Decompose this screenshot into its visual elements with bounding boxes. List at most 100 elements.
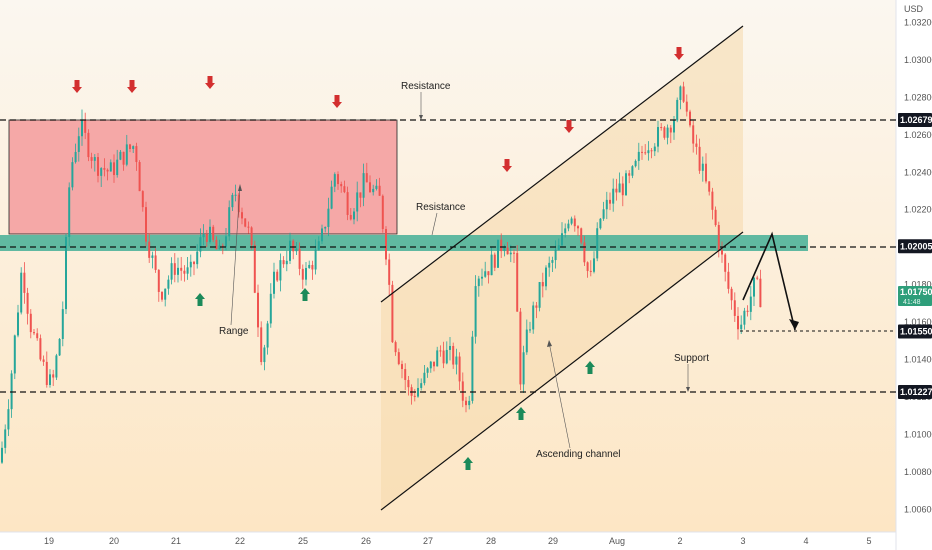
candle-body: [609, 199, 611, 204]
candle-body: [436, 350, 439, 367]
candle-body: [177, 267, 179, 275]
candle-body: [468, 400, 471, 406]
price-tick-label: 1.00600: [904, 504, 932, 514]
projection-arrowhead: [789, 319, 799, 330]
sell-arrow-icon: [502, 159, 512, 172]
candle-body: [541, 282, 544, 287]
candle-body: [503, 247, 506, 252]
candle-body: [634, 160, 637, 167]
annotation-ascending-channel: Ascending channel: [536, 449, 621, 460]
candle-body: [509, 252, 512, 255]
candle-body: [10, 373, 13, 410]
candle-body: [113, 162, 115, 176]
candle-body: [625, 173, 627, 196]
candle-body: [263, 347, 266, 363]
candle-body: [301, 268, 304, 280]
candle-body: [449, 345, 451, 350]
candle-body: [727, 271, 730, 289]
candle-body: [180, 267, 183, 271]
candle-body: [333, 174, 336, 187]
candle-body: [420, 383, 423, 388]
candle-body: [327, 208, 330, 227]
resistance-pointer-top-head: [419, 115, 423, 120]
candle-body: [452, 345, 455, 365]
candle-body: [673, 120, 675, 133]
candle-body: [369, 182, 371, 193]
candle-body: [465, 400, 467, 406]
current-price-tag: [898, 286, 932, 307]
candle-body: [493, 254, 496, 268]
candle-body: [519, 311, 522, 385]
candle-body: [615, 188, 618, 193]
candle-body: [439, 350, 442, 352]
candle-body: [346, 192, 349, 215]
range-resistance-zone: [8, 119, 398, 235]
candle-body: [151, 255, 154, 258]
buy-arrow-icon: [195, 293, 205, 306]
candle-body: [641, 151, 643, 153]
candle-body: [103, 168, 106, 170]
date-tick-label: 27: [423, 536, 433, 546]
candle-body: [484, 271, 487, 277]
candle-body: [474, 286, 477, 337]
level-price-tag-text: 1.01550: [900, 326, 932, 336]
candle-body: [666, 127, 669, 138]
candle-body: [4, 429, 7, 448]
channel-pointer: [548, 341, 571, 449]
candle-body: [228, 207, 231, 237]
candle-body: [90, 157, 93, 161]
candle-body: [724, 254, 727, 272]
candle-body: [570, 218, 573, 224]
candle-body: [631, 166, 634, 176]
candle-body: [548, 262, 551, 268]
candle-body: [260, 327, 263, 363]
candle-body: [458, 356, 461, 382]
date-tick-label: 22: [235, 536, 245, 546]
candle-body: [506, 247, 509, 255]
candle-body: [93, 157, 96, 161]
candle-body: [23, 272, 26, 293]
candle-body: [189, 261, 192, 268]
candle-body: [49, 374, 51, 385]
level-price-tag: [898, 385, 932, 399]
candle-body: [317, 241, 320, 250]
candle-body: [282, 260, 285, 265]
price-tick-label: 1.02600: [904, 130, 932, 140]
price-tick-label: 1.02400: [904, 167, 932, 177]
candle-body: [708, 181, 711, 192]
candle-body: [461, 381, 464, 401]
price-axis[interactable]: 1.03200 1.03000 1.02800 1.02600 1.02400 1.022…: [904, 17, 932, 514]
candle-body: [87, 132, 90, 158]
candle-body: [74, 151, 77, 163]
candle-body: [567, 223, 570, 229]
projection-path: [742, 231, 796, 331]
candle-body: [365, 173, 368, 183]
date-tick-label: 3: [740, 536, 745, 546]
candle-body: [199, 237, 202, 252]
candle-body: [26, 292, 29, 314]
candle-body: [20, 272, 23, 313]
candle-body: [660, 127, 663, 129]
candle-body: [426, 368, 429, 373]
sell-arrow-icon: [674, 47, 684, 60]
candle-body: [487, 271, 490, 276]
candle-body: [378, 185, 381, 196]
candle-body: [586, 262, 589, 271]
candle-body: [311, 264, 314, 270]
candle-body: [167, 279, 170, 289]
candle-body: [413, 395, 416, 397]
candle-body: [545, 267, 547, 287]
candle-body: [375, 185, 378, 189]
date-tick-label: 21: [171, 536, 181, 546]
date-tick-label: 20: [109, 536, 119, 546]
candle-body: [106, 169, 109, 172]
current-price-text: 1.01750: [900, 287, 932, 297]
candle-body: [29, 313, 32, 333]
candle-body: [653, 146, 656, 152]
time-axis[interactable]: 19 20 21 22 25 26 27 28 29 Aug 2 3 4 5: [44, 536, 872, 546]
candle-body: [7, 409, 10, 430]
candle-body: [445, 349, 448, 364]
candle-body: [157, 269, 160, 292]
